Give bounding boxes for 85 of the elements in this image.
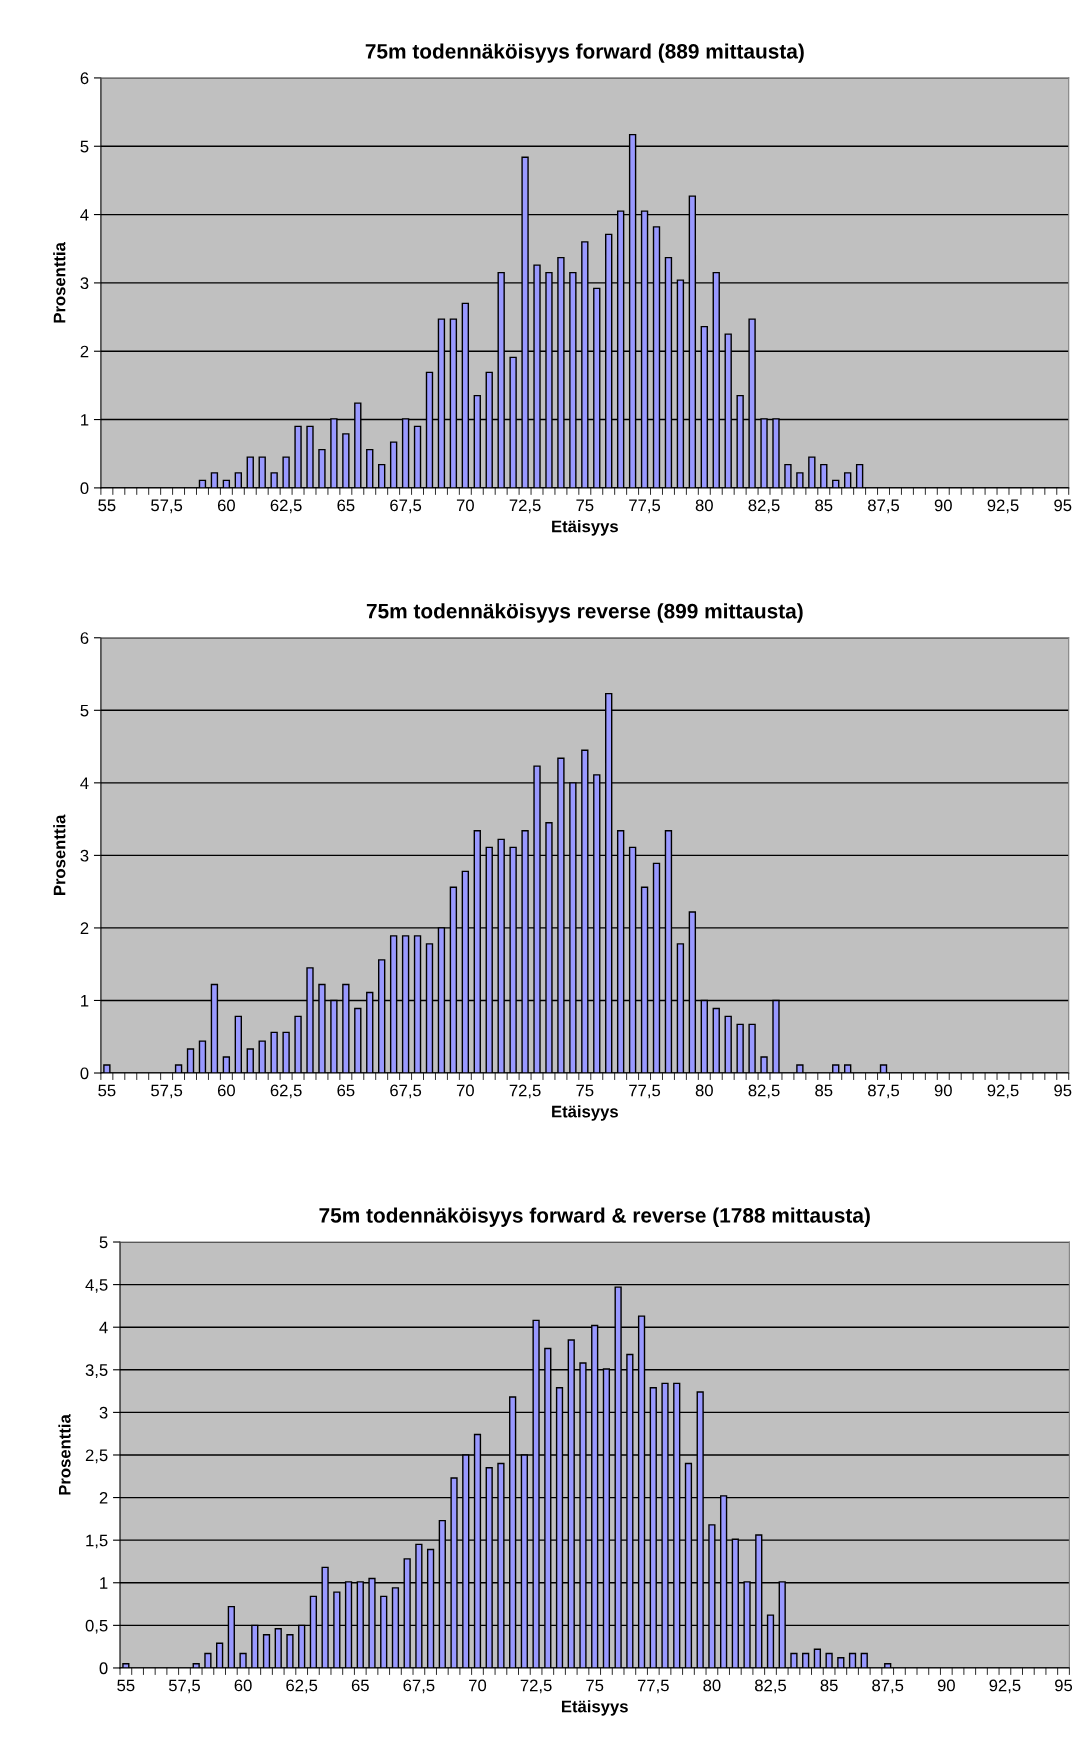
y-tick-label: 3,5 (85, 1364, 108, 1378)
x-tick-label: 95 (1054, 1084, 1072, 1097)
x-tick-label: 62,5 (270, 499, 302, 514)
x-tick-label: 80 (695, 499, 713, 512)
x-tick-label: 90 (937, 1679, 955, 1692)
x-tick-label: 77,5 (629, 499, 661, 514)
y-tick-label: 2 (80, 345, 89, 358)
x-tick-label: 72,5 (520, 1679, 552, 1694)
x-tick-label: 95 (1054, 499, 1072, 512)
x-tick-label: 62,5 (270, 1084, 302, 1099)
x-tick-label: 67,5 (390, 499, 422, 514)
x-axis-title: Etäisyys (561, 1700, 628, 1716)
x-tick-label: 92,5 (989, 1679, 1021, 1694)
x-tick-label: 70 (456, 499, 474, 512)
x-tick-label: 90 (934, 499, 952, 512)
x-tick-label: 85 (820, 1679, 838, 1692)
x-tick-label: 85 (815, 1084, 833, 1097)
x-tick-label: 80 (703, 1679, 721, 1692)
x-tick-label: 57,5 (168, 1679, 200, 1694)
x-tick-label: 90 (934, 1084, 952, 1097)
x-tick-label: 80 (695, 1084, 713, 1097)
x-tick-label: 70 (456, 1084, 474, 1097)
x-tick-label: 85 (815, 499, 833, 512)
y-axis-title: Prosenttia (53, 814, 66, 896)
y-tick-label: 1 (81, 414, 89, 426)
y-tick-label: 1 (81, 995, 89, 1007)
x-axis-title: Etäisyys (552, 1105, 618, 1121)
y-tick-label: 6 (80, 72, 89, 85)
x-tick-label: 60 (234, 1679, 252, 1692)
x-tick-label: 72,5 (509, 499, 541, 514)
y-tick-label: 0 (80, 482, 89, 495)
y-tick-label: 0 (99, 1662, 108, 1675)
x-tick-label: 77,5 (629, 1084, 661, 1099)
y-tick-label: 5 (80, 704, 89, 717)
x-tick-label: 55 (117, 1679, 135, 1692)
y-tick-label: 3 (99, 1406, 108, 1419)
x-tick-label: 82,5 (748, 1084, 780, 1099)
y-tick-label: 5 (80, 140, 89, 153)
y-tick-label: 6 (80, 632, 89, 644)
x-tick-label: 65 (337, 1084, 355, 1097)
x-tick-label: 60 (217, 499, 235, 512)
x-tick-label: 77,5 (637, 1679, 669, 1694)
chart-title: 75m todennäköisyys reverse (899 mittausta) (366, 603, 803, 623)
y-tick-label: 5 (99, 1236, 108, 1249)
x-tick-label: 67,5 (390, 1084, 422, 1099)
x-tick-label: 57,5 (151, 499, 183, 514)
y-tick-label: 4 (80, 777, 89, 789)
y-tick-label: 4 (99, 1321, 108, 1334)
x-tick-label: 75 (576, 499, 594, 512)
y-axis-title: Prosenttia (58, 1414, 71, 1495)
x-tick-label: 95 (1055, 1679, 1073, 1692)
y-tick-label: 0,5 (85, 1619, 108, 1634)
chart-title: 75m todennäköisyys forward (889 mittausta) (365, 43, 804, 63)
y-tick-label: 1,5 (86, 1534, 108, 1549)
x-axis-title: Etäisyys (552, 520, 618, 536)
y-tick-label: 3 (80, 277, 89, 290)
y-tick-label: 0 (80, 1067, 89, 1080)
y-tick-label: 2 (99, 1491, 108, 1504)
y-axis-title: Prosenttia (53, 242, 66, 323)
x-tick-label: 55 (98, 1084, 116, 1097)
y-tick-label: 3 (80, 849, 89, 862)
x-tick-label: 87,5 (868, 499, 900, 514)
y-tick-label: 4 (80, 209, 89, 221)
x-tick-label: 82,5 (748, 499, 780, 514)
x-tick-label: 87,5 (872, 1679, 904, 1694)
y-tick-label: 2 (80, 922, 89, 934)
y-tick-label: 4,5 (85, 1279, 108, 1293)
chart-title: 75m todennäköisyys forward & reverse (1788 mittausta) (319, 1207, 870, 1227)
x-tick-label: 82,5 (755, 1679, 787, 1694)
x-tick-label: 57,5 (151, 1084, 183, 1099)
x-tick-label: 75 (576, 1084, 594, 1097)
x-tick-label: 65 (351, 1679, 369, 1692)
x-tick-label: 55 (98, 499, 116, 512)
x-tick-label: 72,5 (509, 1084, 541, 1099)
x-tick-label: 70 (469, 1679, 487, 1692)
x-tick-label: 92,5 (987, 1084, 1019, 1099)
x-tick-label: 67,5 (403, 1679, 435, 1694)
x-tick-label: 60 (217, 1084, 235, 1097)
y-tick-label: 1 (100, 1577, 108, 1589)
x-tick-label: 92,5 (987, 499, 1019, 514)
x-tick-label: 62,5 (286, 1679, 318, 1694)
x-tick-label: 65 (337, 499, 355, 512)
x-tick-label: 87,5 (868, 1084, 900, 1099)
x-tick-label: 75 (586, 1679, 604, 1692)
y-tick-label: 2,5 (85, 1449, 108, 1464)
